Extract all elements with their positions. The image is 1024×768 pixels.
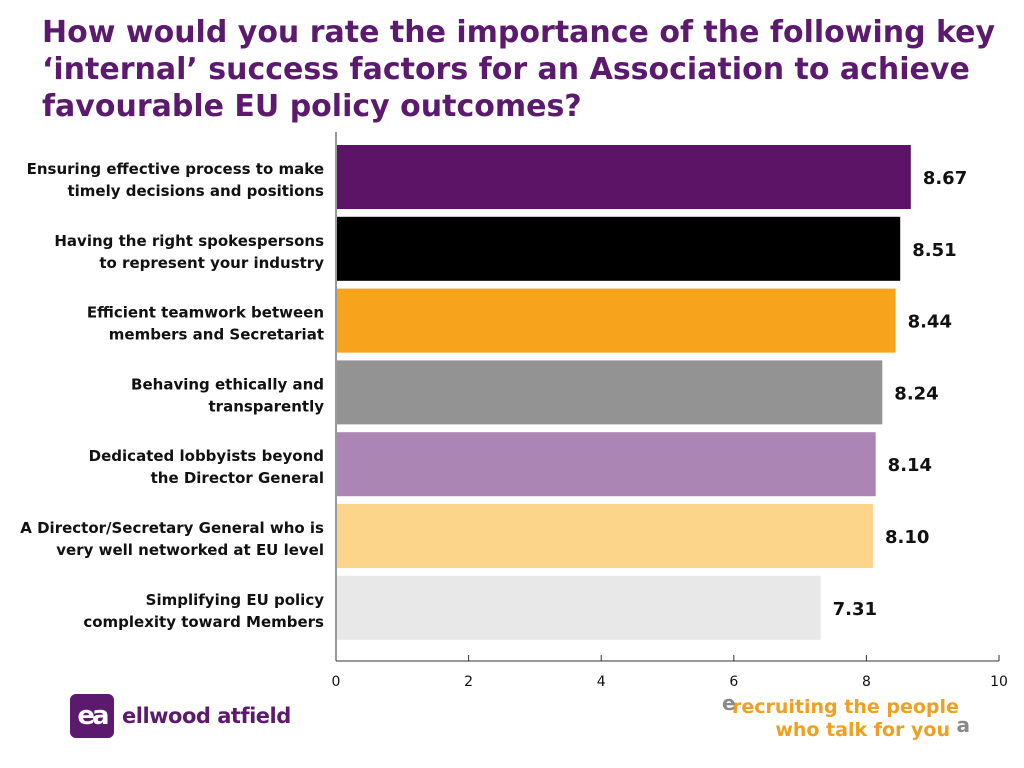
x-tick-label-0: 0 [332,674,341,690]
bar-6 [337,504,874,568]
x-tick-label-8: 8 [862,674,871,690]
x-tick-label-10: 10 [990,674,1008,690]
bar-1 [337,145,911,209]
category-label-1: Ensuring effective process to make timely… [27,160,324,200]
tagline-line-2: who talk for you [775,719,950,741]
logo-text: ellwood atfield [122,704,291,728]
x-tick-label-4: 4 [597,674,606,690]
category-label-3: Efficient teamwork between members and Se… [87,304,324,344]
category-label-2: Having the right spokespersons to represe… [54,232,324,272]
bar-2 [337,216,901,281]
category-label-6: A Director/Secretary General who is very … [20,519,324,559]
category-label-5: Dedicated lobbyists beyond the Director G… [89,447,324,487]
category-label-7: Simplifying EU policy complexity toward M… [83,591,324,631]
tagline-e-icon: e [722,691,736,715]
chart-title: How would you rate the importance of the… [42,15,996,124]
tagline-line-1: recruiting the people [732,696,959,718]
value-label-2: 8.51 [912,240,956,261]
value-label-3: 8.44 [908,312,952,333]
bar-3 [337,288,896,353]
value-labels: 8.67 8.51 8.44 8.24 8.14 8.10 7.31 [833,168,968,620]
value-label-7: 7.31 [833,599,877,620]
value-label-1: 8.67 [923,168,967,189]
bar-4 [337,360,883,425]
category-labels: Ensuring effective process to make timely… [20,160,324,631]
ea-logo-icon: ea [70,694,114,738]
value-label-4: 8.24 [894,383,938,404]
bar-chart: Ensuring effective process to make timely… [20,132,1008,690]
bar-7 [337,575,821,640]
bars-group [337,145,911,640]
x-tick-label-2: 2 [464,674,473,690]
tagline-a-icon: a [956,713,971,737]
bar-5 [337,432,876,497]
ellwood-atfield-logo: ea ellwood atfield [70,694,291,738]
category-label-4: Behaving ethically and transparently [131,375,324,415]
value-label-6: 8.10 [885,527,929,548]
value-label-5: 8.14 [888,455,932,476]
x-tick-label-6: 6 [729,674,738,690]
x-axis: 0 2 4 6 8 10 [332,132,1008,690]
tagline: e recruiting the people who talk for you… [722,692,972,742]
